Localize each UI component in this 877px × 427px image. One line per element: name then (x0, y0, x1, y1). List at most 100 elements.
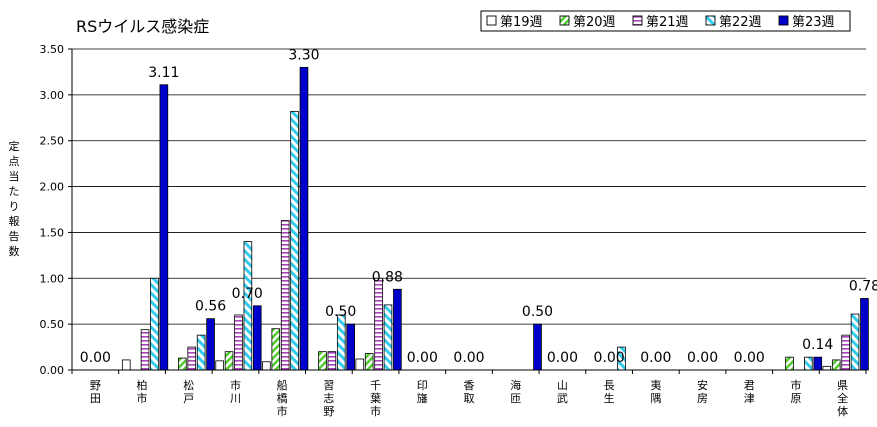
bar-3-2 (234, 314, 243, 371)
legend-swatch-2 (632, 15, 643, 26)
bar-1-0 (121, 359, 131, 371)
bar-3-1 (224, 351, 234, 371)
y-tick-label: 1.00 (40, 272, 65, 285)
y-tick-label: 0.50 (40, 318, 65, 331)
data-label: 0.00 (407, 350, 438, 366)
data-label: 0.00 (734, 350, 765, 366)
x-tick-label: 船橋市 (277, 378, 288, 418)
legend-swatch-3 (705, 15, 716, 26)
data-label: 0.70 (232, 286, 263, 302)
x-tick-label: 夷隅 (650, 379, 661, 405)
y-tick-label: 3.50 (40, 43, 65, 56)
x-tick-label: 市川 (230, 378, 241, 405)
y-axis-label-text: 定点当たり報告数 (9, 139, 20, 258)
bar-3-3 (243, 241, 253, 371)
data-label: 0.00 (80, 350, 111, 366)
data-label: 0.00 (594, 350, 625, 366)
bar-6-4 (393, 288, 402, 371)
bar-15-3 (804, 356, 813, 371)
x-tick-label: 千葉市 (370, 379, 381, 418)
bar-5-2 (327, 351, 337, 371)
x-tick-label: 野田 (90, 379, 101, 405)
bar-2-4 (206, 318, 215, 371)
x-tick-label: 習志野 (323, 379, 334, 418)
data-labels: 0.00 3.11 0.56 0.70 3.30 0.50 0.88 0.00 0.00 0.50… (80, 47, 877, 366)
data-label: 0.50 (325, 304, 356, 320)
bar-2-2 (187, 346, 197, 371)
data-label: 0.00 (453, 350, 484, 366)
bar-6-2 (374, 277, 383, 371)
bar-5-3 (336, 314, 346, 371)
x-tick-label: 松戸 (183, 378, 194, 405)
bar-1-4 (159, 84, 169, 371)
x-tick-label: 山武 (557, 379, 568, 405)
x-tick-label: 安房 (697, 378, 708, 405)
y-tick-label: 1.50 (40, 226, 65, 239)
data-label: 0.88 (372, 269, 403, 285)
bar-6-0 (355, 358, 365, 371)
bar-16-3 (850, 313, 860, 371)
bar-9-4 (533, 323, 542, 371)
bar-2-1 (178, 357, 187, 371)
x-tick-label: 印旛 (417, 379, 428, 405)
legend-label-1: 第20週 (573, 15, 616, 30)
bar-6-3 (383, 304, 393, 371)
y-tick-label: 3.00 (40, 89, 65, 102)
bar-3-4 (252, 305, 262, 371)
bar-16-0 (822, 365, 832, 371)
data-label: 0.00 (547, 350, 578, 366)
data-label: 0.78 (849, 278, 877, 294)
bar-3-0 (215, 360, 224, 371)
x-axis-ticks: 野田 柏市 松戸 市川 船橋市 習志野 千葉市 印旛 香取 海匝 山武 長生 夷隅 安房 君津 市原 県全体 (71, 370, 867, 418)
x-tick-label: 県全体 (837, 379, 848, 418)
x-tick-label: 海匝 (510, 378, 521, 405)
bar-4-3 (290, 110, 299, 371)
legend-label-2: 第21週 (646, 15, 689, 30)
data-label: 3.30 (288, 47, 319, 63)
bar-4-1 (271, 328, 281, 371)
bar-1-2 (140, 329, 150, 371)
legend-swatch-1 (559, 15, 570, 26)
legend-swatch-0 (486, 15, 497, 26)
bar-4-2 (280, 220, 290, 371)
data-label: 0.56 (195, 299, 226, 315)
data-label: 3.11 (148, 65, 179, 81)
bars (121, 66, 869, 371)
bar-5-4 (346, 323, 355, 371)
data-label: 0.50 (522, 304, 553, 320)
bar-15-1 (785, 356, 794, 371)
bar-16-1 (831, 359, 841, 371)
data-label: 0.14 (802, 337, 833, 353)
x-tick-label: 市原 (790, 378, 801, 405)
bar-4-0 (262, 361, 271, 371)
legend-label-3: 第22週 (719, 15, 762, 30)
legend-swatch-4 (778, 15, 789, 26)
bar-2-3 (196, 334, 206, 371)
bar-16-4 (860, 298, 869, 371)
bar-5-1 (318, 351, 327, 371)
data-label: 0.00 (687, 350, 718, 366)
legend-label-0: 第19週 (500, 15, 543, 30)
y-tick-label: 2.00 (40, 181, 65, 194)
y-axis-label: 定点当たり報告数 (9, 139, 20, 258)
axes (71, 49, 866, 371)
bar-16-2 (841, 334, 850, 371)
legend: 第19週 第20週 第21週 第22週 第23週 (480, 10, 851, 32)
y-axis-ticks: 0.00 0.50 1.00 1.50 2.00 2.50 3.00 3.50 (40, 43, 72, 377)
data-label: 0.00 (640, 350, 671, 366)
gridlines (72, 48, 866, 325)
bar-15-4 (813, 356, 823, 371)
x-tick-label: 君津 (744, 379, 755, 405)
chart-title: RSウイルス感染症 (76, 17, 209, 36)
legend-box (480, 10, 851, 32)
legend-label-4: 第23週 (792, 15, 835, 30)
bar-6-1 (364, 353, 374, 371)
bar-1-3 (150, 277, 159, 371)
y-tick-label: 2.50 (40, 135, 65, 148)
x-tick-label: 長生 (604, 379, 615, 405)
x-tick-label: 柏市 (137, 378, 148, 405)
x-tick-label: 香取 (464, 379, 475, 405)
bar-4-4 (299, 66, 309, 371)
